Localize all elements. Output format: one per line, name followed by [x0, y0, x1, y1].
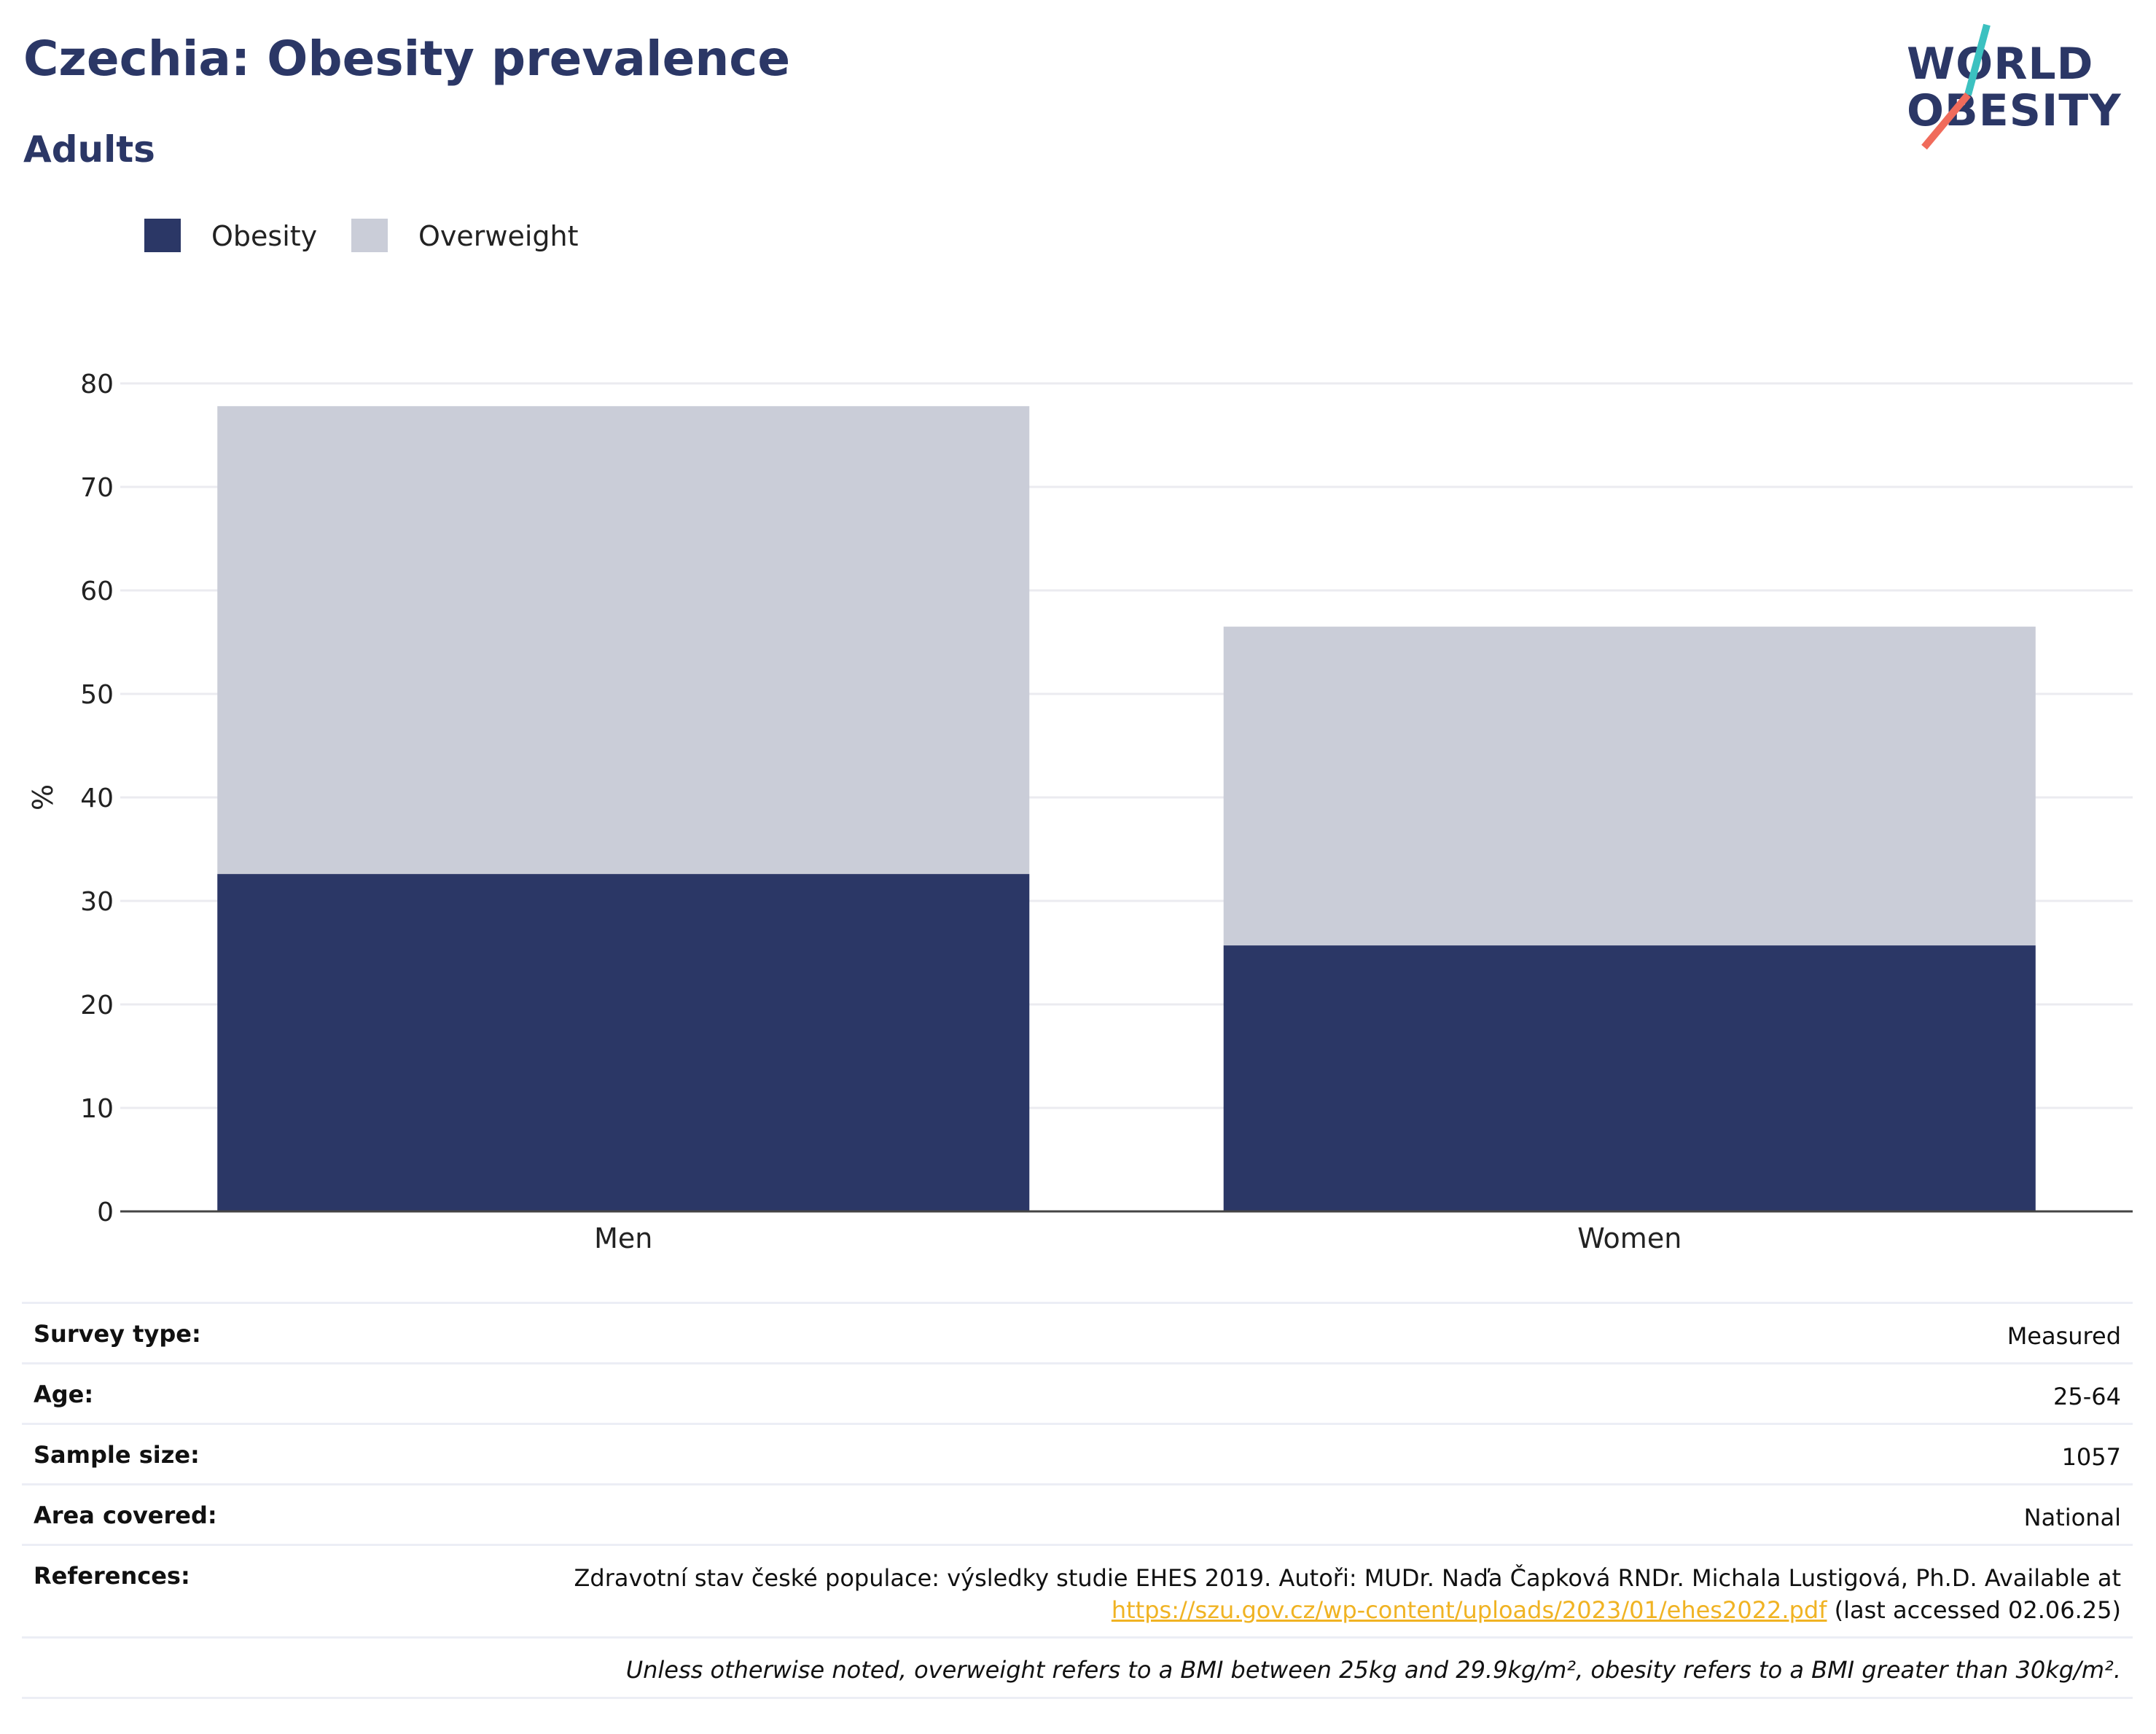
y-tick-label: 70	[80, 473, 114, 503]
legend-label-obesity: Obesity	[211, 220, 318, 252]
definition-note: Unless otherwise noted, overweight refer…	[625, 1656, 2121, 1684]
logo-line-1: WORLD	[1907, 39, 2094, 90]
detail-row-area-covered: Area covered: National	[22, 1485, 2133, 1546]
detail-value: Measured	[2007, 1322, 2121, 1350]
references-value: Zdravotní stav české populace: výsledky …	[22, 1546, 2133, 1626]
bar-overweight-men	[217, 406, 1030, 875]
y-tick-label: 40	[80, 784, 114, 813]
y-tick-label: 60	[80, 577, 114, 606]
detail-value: 25-64	[2053, 1383, 2121, 1410]
references-link[interactable]: https://szu.gov.cz/wp-content/uploads/20…	[1111, 1596, 1827, 1624]
bar-obesity-women	[1223, 945, 2036, 1211]
detail-row-age: Age: 25-64	[22, 1364, 2133, 1425]
references-suffix: (last accessed 02.06.25)	[1827, 1596, 2121, 1624]
detail-label: Sample size:	[34, 1441, 200, 1469]
y-axis-label: %	[27, 784, 59, 811]
references-text: Zdravotní stav české populace: výsledky …	[574, 1564, 2121, 1592]
detail-label: Area covered:	[34, 1501, 217, 1529]
page-title: Czechia: Obesity prevalence	[23, 31, 791, 87]
x-tick-label: Women	[1577, 1222, 1682, 1254]
detail-label: References:	[34, 1562, 190, 1590]
legend-swatch-obesity	[144, 219, 181, 252]
y-tick-label: 0	[97, 1198, 114, 1227]
x-tick-label: Men	[594, 1222, 652, 1254]
logo-slash-icon	[1921, 23, 1991, 150]
bar-obesity-men	[217, 874, 1030, 1211]
survey-details-table: Survey type: Measured Age: 25-64 Sample …	[22, 1302, 2133, 1699]
y-tick-label: 20	[80, 991, 114, 1020]
detail-label: Survey type:	[34, 1320, 201, 1348]
legend-swatch-overweight	[351, 219, 388, 252]
detail-row-references: References: Zdravotní stav české populac…	[22, 1546, 2133, 1639]
detail-row-sample-size: Sample size: 1057	[22, 1425, 2133, 1485]
detail-row-survey-type: Survey type: Measured	[22, 1304, 2133, 1364]
legend-label-overweight: Overweight	[418, 220, 579, 252]
world-obesity-logo[interactable]: WORLD OBESITY	[1895, 22, 2143, 153]
y-tick-label: 10	[80, 1094, 114, 1124]
y-tick-label: 30	[80, 887, 114, 917]
detail-label: Age:	[34, 1380, 94, 1408]
y-tick-label: 50	[80, 680, 114, 710]
detail-value: 1057	[2061, 1443, 2121, 1471]
detail-value: National	[2023, 1504, 2121, 1531]
stacked-bar-chart: 0 10 20 30 40 50 60 70 80% Men Women	[27, 370, 2133, 1254]
page-subtitle: Adults	[23, 128, 155, 171]
y-tick-label: 80	[80, 370, 114, 399]
bar-overweight-women	[1223, 626, 2036, 946]
definition-note-row: Unless otherwise noted, overweight refer…	[22, 1639, 2133, 1699]
